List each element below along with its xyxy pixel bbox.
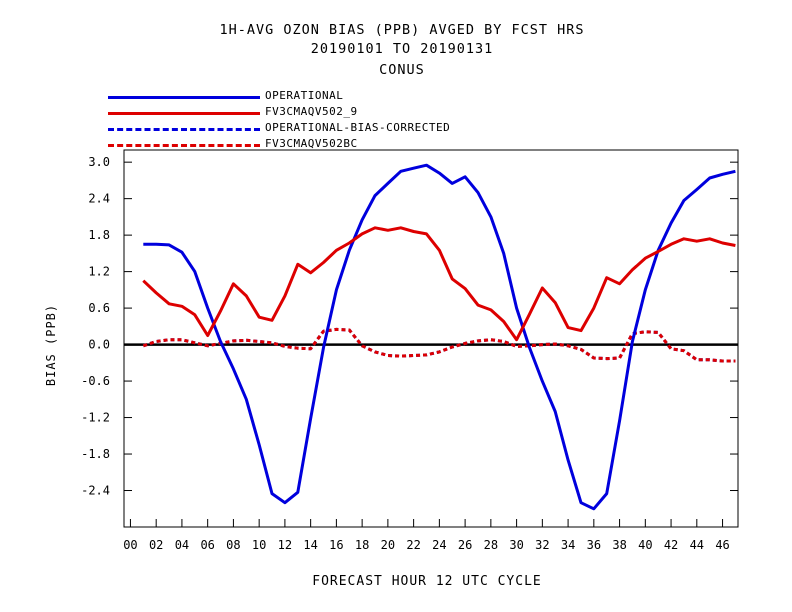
- x-tick-label: 18: [355, 538, 369, 552]
- x-tick-label: 00: [123, 538, 137, 552]
- x-tick-label: 46: [715, 538, 729, 552]
- y-tick-label: 0.6: [88, 301, 110, 315]
- y-tick-label: -1.2: [81, 411, 110, 425]
- y-axis: 3.0 2.4 1.8 1.2 0.6 0.0 -0.6 -1.2 -1.8 -2.4: [81, 155, 738, 498]
- series-line-operational: [143, 163, 736, 511]
- y-tick-label: 0.0: [88, 338, 110, 352]
- legend-swatch: [108, 144, 260, 147]
- x-tick-label: 02: [149, 538, 163, 552]
- series-line-fv3cmaqv502bc: [142, 327, 736, 363]
- legend-label: OPERATIONAL-BIAS-CORRECTED: [265, 121, 451, 134]
- x-tick-label: 22: [406, 538, 420, 552]
- series-line-fv3cmaqv502-9: [142, 226, 736, 342]
- chart-date-range: 20190101 TO 20190131: [310, 41, 494, 57]
- y-tick-label: 2.4: [88, 192, 110, 206]
- y-tick-label: -1.8: [81, 447, 110, 461]
- legend-swatch: [108, 96, 260, 99]
- y-tick-label: 1.2: [88, 265, 110, 279]
- x-tick-label: 06: [200, 538, 214, 552]
- x-tick-label: 34: [561, 538, 575, 552]
- y-tick-label: -0.6: [81, 374, 110, 388]
- x-tick-label: 14: [303, 538, 317, 552]
- x-tick-label: 28: [484, 538, 498, 552]
- chart-title: 1H-AVG OZON BIAS (PPB) AVGED BY FCST HRS: [219, 22, 585, 38]
- x-axis: 00 02 04 06 08 10 12 14 16 18 20 22 24 26 28 30 32 34 36 38…: [123, 519, 730, 552]
- x-tick-label: 16: [329, 538, 343, 552]
- x-tick-label: 32: [535, 538, 549, 552]
- x-tick-label: 44: [690, 538, 704, 552]
- x-tick-label: 38: [612, 538, 626, 552]
- legend-swatch: [108, 128, 260, 131]
- chart-region: CONUS: [379, 62, 425, 78]
- x-tick-label: 26: [458, 538, 472, 552]
- x-tick-label: 42: [664, 538, 678, 552]
- legend-label: OPERATIONAL: [265, 89, 344, 102]
- x-tick-label: 36: [587, 538, 601, 552]
- x-tick-label: 10: [252, 538, 266, 552]
- x-tick-label: 30: [509, 538, 523, 552]
- x-axis-label: FORECAST HOUR 12 UTC CYCLE: [312, 574, 542, 589]
- y-tick-label: -2.4: [81, 484, 110, 498]
- y-tick-label: 3.0: [88, 155, 110, 169]
- series-lines: [142, 163, 736, 511]
- x-tick-label: 08: [226, 538, 240, 552]
- legend-label: FV3CMAQV502_9: [265, 105, 358, 118]
- x-tick-label: 04: [175, 538, 189, 552]
- plot-frame: [123, 149, 739, 528]
- x-tick-label: 12: [278, 538, 292, 552]
- y-axis-label: BIAS (PPB): [44, 304, 58, 386]
- y-tick-label: 1.8: [88, 228, 110, 242]
- x-tick-label: 24: [432, 538, 446, 552]
- x-tick-label: 40: [638, 538, 652, 552]
- legend-swatch: [108, 112, 260, 115]
- legend-label: FV3CMAQV502BC: [265, 137, 358, 150]
- x-tick-label: 20: [381, 538, 395, 552]
